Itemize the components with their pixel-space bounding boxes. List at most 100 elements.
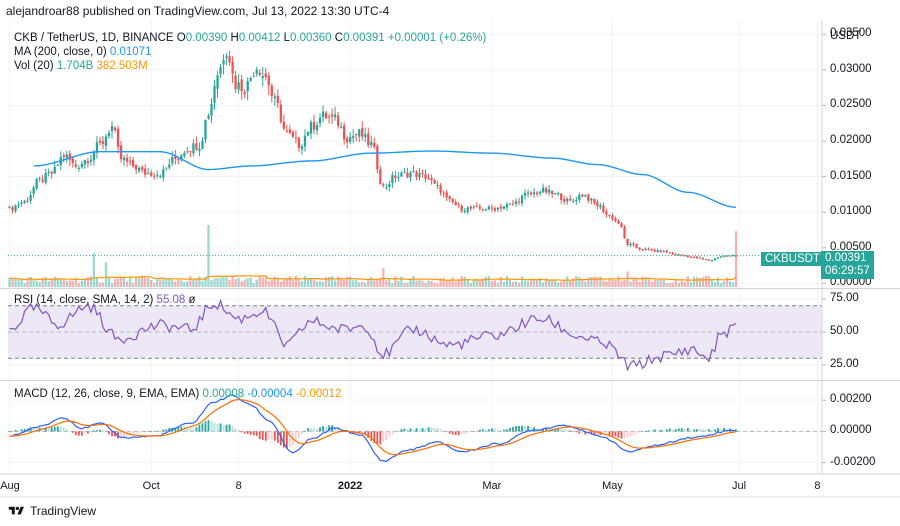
macd-histogram-bar	[53, 426, 56, 432]
macd-histogram-bar	[572, 431, 575, 433]
macd-histogram-bar	[153, 431, 156, 432]
macd-histogram-bar	[50, 427, 53, 432]
macd-histogram-bar	[129, 431, 132, 436]
volume-bar	[502, 281, 506, 287]
candle-body	[397, 176, 400, 178]
candle-body	[300, 146, 304, 150]
volume-bar	[8, 277, 11, 287]
rsi-extra: ø	[188, 294, 196, 306]
candle-body	[116, 128, 120, 147]
volume-bar	[421, 280, 424, 287]
volume-bar	[719, 282, 723, 287]
volume-bar	[195, 278, 198, 287]
candle-body	[587, 194, 590, 201]
volume-bar	[92, 252, 96, 287]
rsi-legend[interactable]: RSI (14, close, SMA, 14, 2) 55.08 ø	[14, 293, 196, 307]
volume-bar	[162, 277, 165, 287]
candle-body	[83, 159, 87, 165]
volume-bar	[367, 279, 370, 287]
candle-body	[56, 164, 59, 166]
macd-histogram-bar	[225, 424, 228, 432]
macd-histogram-bar	[596, 431, 599, 435]
macd-histogram-bar	[159, 431, 162, 432]
macd-histogram-bar	[367, 431, 370, 438]
x-tick-label: Mar	[482, 480, 502, 492]
rsi-y-tick-label: 50.00	[830, 325, 859, 338]
volume-bar	[261, 277, 264, 287]
volume-bar	[551, 280, 554, 287]
volume-bar	[44, 276, 47, 287]
candle-body	[415, 171, 418, 178]
volume-bar	[671, 283, 674, 287]
volume-bar	[650, 281, 653, 287]
macd-histogram-bar	[246, 431, 249, 434]
volume-legend[interactable]: Vol (20) 1.704B 382.503M	[14, 59, 148, 73]
candle-body	[50, 171, 53, 174]
macd-histogram-bar	[493, 428, 496, 432]
candle-body	[457, 204, 460, 206]
macd-histogram-bar	[14, 430, 17, 432]
volume-bar	[86, 276, 90, 287]
volume-bar	[677, 282, 680, 287]
candle-body	[134, 165, 138, 170]
candle-body	[445, 192, 448, 198]
macd-histogram-bar	[430, 427, 433, 432]
candle-body	[367, 133, 370, 146]
candle-body	[578, 194, 581, 200]
macd-histogram-bar	[162, 429, 165, 432]
volume-bar	[626, 271, 629, 287]
candle-body	[92, 152, 96, 161]
price-y-tick-label: 0.03500	[830, 27, 872, 40]
macd-histogram-bar	[433, 427, 436, 432]
close-label: C	[334, 32, 344, 44]
macd-histogram-bar	[581, 431, 584, 433]
volume-bar	[701, 277, 705, 287]
volume-bar	[144, 277, 147, 287]
candle-body	[481, 209, 484, 211]
x-tick-label: Jul	[732, 480, 747, 492]
macd-histogram-bar	[255, 431, 258, 436]
macd-histogram-bar	[11, 431, 14, 432]
candle-body	[137, 167, 141, 171]
candle-body	[189, 151, 192, 153]
candle-body	[475, 205, 478, 207]
candle-body	[147, 172, 150, 174]
volume-bar	[490, 281, 494, 287]
candle-body	[635, 244, 638, 248]
candle-body	[65, 154, 68, 158]
volume-ma-line	[9, 275, 737, 281]
volume-bar	[373, 280, 376, 287]
candle-body	[213, 85, 216, 103]
volume-bar	[303, 275, 307, 287]
candle-body	[382, 184, 385, 186]
macd-histogram-bar	[623, 431, 626, 439]
volume-bar	[71, 280, 74, 287]
last-price-badge: 0.00391 06:29:57	[821, 251, 874, 279]
low-value: 0.00360	[290, 32, 332, 44]
ma200-line	[33, 150, 737, 208]
volume-bar	[472, 278, 475, 287]
volume-bar	[174, 281, 177, 287]
rsi-y-tick-label: 25.00	[830, 357, 859, 370]
macd-histogram-bar	[313, 428, 315, 432]
macd-histogram-bar	[463, 431, 466, 435]
volume-bar	[554, 280, 557, 287]
macd-histogram-bar	[593, 431, 596, 436]
volume-bar	[620, 280, 623, 287]
candle-body	[526, 192, 530, 194]
macd-legend[interactable]: MACD (12, 26, close, 9, EMA, EMA) 0.0000…	[14, 387, 341, 401]
ma-legend[interactable]: MA (200, close, 0) 0.01071	[14, 45, 151, 59]
volume-bar	[665, 283, 668, 287]
volume-bar	[147, 277, 150, 287]
volume-bar	[475, 278, 478, 287]
volume-bar	[246, 278, 249, 287]
macd-histogram-bar	[240, 431, 243, 433]
candle-body	[104, 136, 108, 146]
volume-bar	[605, 281, 608, 287]
symbol-label[interactable]: CKB / TetherUS, 1D, BINANCE	[14, 32, 174, 44]
volume-bar	[125, 281, 129, 287]
macd-histogram-bar	[32, 427, 35, 432]
candle-body	[150, 172, 153, 176]
candle-body	[38, 177, 41, 179]
chart-canvas[interactable]	[0, 0, 900, 500]
